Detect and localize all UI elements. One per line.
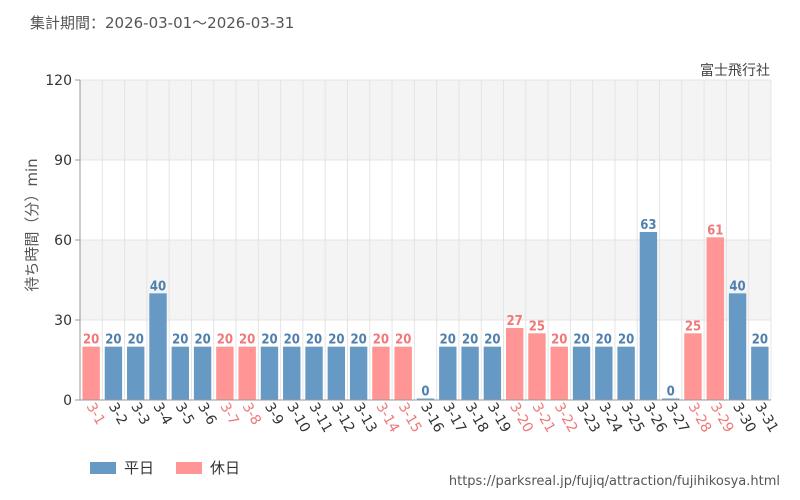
bar-3-8 xyxy=(238,346,256,400)
bar-3-7 xyxy=(216,346,234,400)
bar-value-label: 20 xyxy=(618,333,634,348)
bar-value-labels: 20 20 20 40 20 20 20 20 20 20 20 20 20 20 20 0 20 20 20 27 2… xyxy=(83,218,768,400)
y-tick-label: 0 xyxy=(63,393,72,409)
bar-3-27 xyxy=(662,398,680,400)
bar-3-17 xyxy=(439,346,457,400)
bar-value-label: 20 xyxy=(395,333,411,348)
bar-3-12 xyxy=(327,346,346,400)
bar-value-label: 25 xyxy=(685,319,701,334)
band-90-120 xyxy=(80,80,771,160)
legend-swatch-weekday xyxy=(90,461,116,474)
x-tick-label: 3-8 xyxy=(239,400,264,428)
bar-value-label: 20 xyxy=(306,333,322,348)
bar-3-23 xyxy=(572,346,591,400)
bar-3-29 xyxy=(706,237,724,400)
x-tick-label: 3-4 xyxy=(150,400,175,428)
bar-3-11 xyxy=(305,346,323,400)
legend: 平日 休日 xyxy=(90,457,262,478)
x-tick-label: 3-7 xyxy=(216,400,241,428)
legend-label-holiday: 休日 xyxy=(210,459,241,477)
bar-value-label: 20 xyxy=(440,333,456,348)
bar-value-label: 20 xyxy=(328,333,344,348)
bar-3-4 xyxy=(149,293,167,400)
bar-3-18 xyxy=(461,346,479,400)
attraction-name: 富士飛行社 xyxy=(700,63,770,79)
bar-3-21 xyxy=(528,333,546,400)
bar-value-label: 40 xyxy=(150,279,166,294)
bar-3-15 xyxy=(394,346,412,400)
legend-item-holiday: 休日 xyxy=(176,457,240,478)
bar-3-6 xyxy=(193,346,212,400)
x-tick-label: 3-1 xyxy=(83,400,108,428)
bar-value-label: 20 xyxy=(105,333,121,348)
bar-value-label: 20 xyxy=(484,333,500,348)
y-tick-label: 30 xyxy=(54,313,72,329)
bar-value-label: 20 xyxy=(752,333,768,348)
bar-value-label: 20 xyxy=(194,333,210,348)
x-tick-label: 3-6 xyxy=(194,400,219,428)
grid-lines xyxy=(79,79,772,401)
bar-value-label: 20 xyxy=(284,333,300,348)
bar-3-20 xyxy=(505,328,524,400)
x-tick-labels: 3-13-23-33-43-53-63-73-83-93-103-113-123… xyxy=(83,400,781,436)
bar-3-22 xyxy=(550,346,568,400)
y-axis-label: 待ち時間（分）min xyxy=(23,158,41,291)
bar-3-16 xyxy=(416,398,435,400)
bar-value-label: 25 xyxy=(529,319,545,334)
bar-value-label: 0 xyxy=(667,385,675,400)
bar-value-label: 20 xyxy=(573,333,589,348)
x-tick-label: 3-2 xyxy=(105,400,130,428)
x-tick-label: 3-9 xyxy=(261,400,286,428)
bar-3-30 xyxy=(728,293,747,400)
bar-3-26 xyxy=(639,232,658,400)
y-tick-label: 90 xyxy=(54,153,72,169)
bar-value-label: 20 xyxy=(239,333,255,348)
bar-3-13 xyxy=(349,346,368,400)
bar-value-label: 20 xyxy=(128,333,144,348)
bar-value-label: 20 xyxy=(551,333,567,348)
legend-swatch-holiday xyxy=(176,461,203,474)
y-tick-label: 60 xyxy=(54,233,72,249)
background-bands xyxy=(80,80,771,320)
bar-value-label: 63 xyxy=(640,218,656,233)
band-30-60 xyxy=(80,240,771,320)
bar-3-19 xyxy=(483,346,502,400)
bar-3-1 xyxy=(82,346,100,400)
x-tick-label: 3-5 xyxy=(172,400,197,428)
legend-item-weekday: 平日 xyxy=(90,457,154,478)
bar-3-14 xyxy=(372,346,390,400)
bar-value-label: 61 xyxy=(707,223,723,238)
y-tick-label: 120 xyxy=(45,73,72,89)
source-url: https://parksreal.jp/fujiq/attraction/fu… xyxy=(448,474,780,489)
bar-3-2 xyxy=(104,346,123,400)
bar-3-10 xyxy=(283,346,301,400)
bar-3-31 xyxy=(751,346,769,400)
bar-value-label: 20 xyxy=(373,333,389,348)
y-tick-labels: 0 30 60 90 120 xyxy=(45,73,72,409)
period-label: 集計期間：2026-03-01～2026-03-31 xyxy=(30,14,295,32)
bar-3-5 xyxy=(171,346,189,400)
bar-value-label: 20 xyxy=(462,333,478,348)
axes xyxy=(75,79,771,401)
x-tick-label: 3-31 xyxy=(751,400,781,436)
bar-value-label: 0 xyxy=(421,385,429,400)
bar-value-label: 20 xyxy=(217,333,233,348)
bar-3-24 xyxy=(595,346,613,400)
bar-3-3 xyxy=(127,346,145,400)
bar-value-label: 20 xyxy=(596,333,612,348)
bar-3-25 xyxy=(617,346,635,400)
bar-value-label: 20 xyxy=(83,333,99,348)
legend-label-weekday: 平日 xyxy=(124,459,155,477)
bar-value-label: 20 xyxy=(350,333,366,348)
bar-value-label: 20 xyxy=(261,333,277,348)
bar-value-label: 40 xyxy=(729,279,745,294)
bar-value-label: 20 xyxy=(172,333,188,348)
x-tick-label: 3-3 xyxy=(127,400,152,428)
bars xyxy=(82,232,769,400)
bar-3-9 xyxy=(260,346,279,400)
bar-value-label: 27 xyxy=(507,314,523,329)
bar-3-28 xyxy=(684,333,702,400)
